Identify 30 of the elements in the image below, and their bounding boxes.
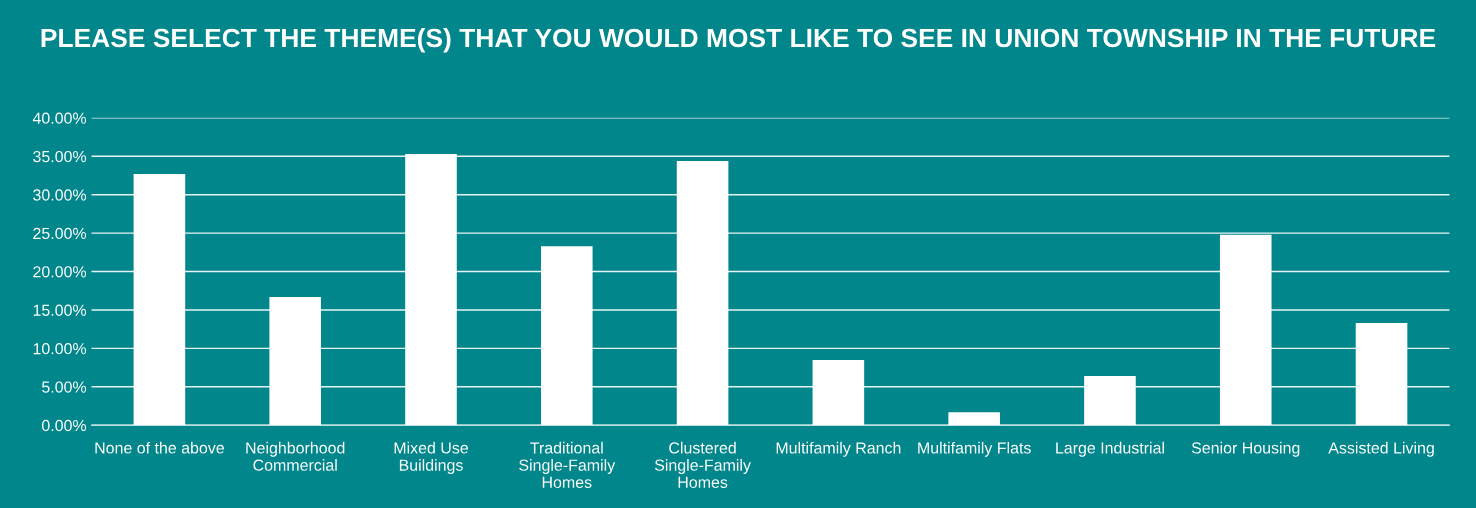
y-tick-label: 40.00% [32, 112, 87, 124]
x-tick-label: Traditional Single-Family Homes [519, 441, 616, 488]
y-tick-label: 30.00% [33, 189, 87, 201]
y-tick-label: 35.00% [33, 150, 87, 163]
x-tick-label: Assisted Living [1328, 441, 1434, 457]
bar [405, 153, 457, 426]
x-tick-label: Large Industrial [1056, 441, 1164, 457]
y-tick-label: 25.00% [33, 227, 87, 240]
y-tick-label: 5.00% [42, 381, 87, 393]
bar [540, 246, 593, 426]
y-tick-label: 10.00% [33, 343, 87, 355]
bar [269, 296, 321, 426]
bar [676, 160, 729, 426]
bar [1355, 323, 1408, 426]
x-tick-label: Multifamily Flats [918, 441, 1031, 457]
bar [1219, 234, 1272, 426]
x-tick-label: Neighborhood Commercial [246, 441, 345, 471]
y-tick-label: 0.00% [41, 419, 87, 432]
bar [133, 173, 186, 426]
bar [812, 359, 865, 426]
bar [1084, 376, 1136, 426]
x-tick-label: None of the above [95, 441, 224, 454]
x-tick-label: Multifamily Ranch [776, 441, 901, 457]
x-tick-label: Clustered Single-Family Homes [654, 441, 751, 488]
chart-title: PLEASE SELECT THE THEME(S) THAT YOU WOULD MOST LIKE TO SEE IN UNION TOWNSHIP IN THE FUTURE [41, 27, 1436, 53]
bar [948, 412, 1000, 426]
x-tick-label: Senior Housing [1191, 441, 1300, 457]
y-tick-label: 20.00% [33, 266, 87, 278]
x-tick-label: Mixed Use Buildings [394, 441, 469, 474]
y-tick-label: 15.00% [33, 304, 87, 316]
